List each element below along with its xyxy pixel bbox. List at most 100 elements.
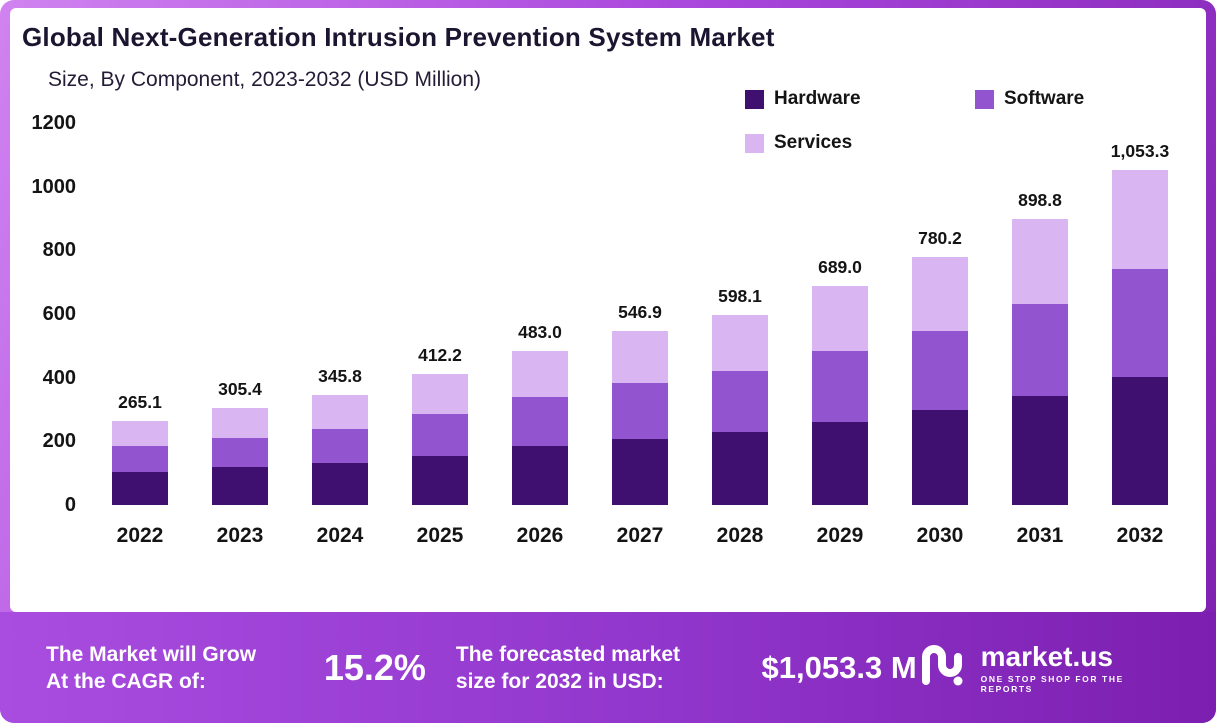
bar-stack [1112,169,1168,505]
bar-segment-software [412,414,468,456]
x-tick-label: 2024 [316,524,364,547]
y-tick-label: 1000 [31,175,77,198]
bar-segment-software [212,437,268,468]
legend-swatch-hardware [745,89,764,109]
x-tick-label: 2029 [816,524,864,547]
bar-column-2026: 483.0 [490,123,590,505]
bar-total-label: 305.4 [218,378,262,399]
legend-swatch-software [975,89,994,109]
x-tick-label: 2031 [1016,524,1064,547]
chart-subtitle: Size, By Component, 2023-2032 (USD Milli… [48,68,482,91]
brand-name: market.us [980,640,1113,672]
bar-stack [512,351,568,505]
x-tick-label: 2027 [616,524,664,547]
bar-segment-hardware [612,439,668,505]
bar-stack [112,420,168,505]
bar-segment-services [412,373,468,415]
bar-column-2022: 265.1 [90,123,190,505]
brand-tagline: ONE STOP SHOP FOR THE REPORTS [980,673,1124,694]
bar-segment-software [1112,268,1168,377]
bar-segment-hardware [212,467,268,505]
bar-stack [212,407,268,505]
forecast-value: $1,053.3 M [761,649,917,685]
legend-item-hardware: Hardware [745,88,975,110]
x-tick-label: 2028 [716,524,764,547]
bar-column-2032: 1,053.3 [1090,123,1190,505]
bar-segment-software [1012,303,1068,396]
bar-segment-services [912,256,968,331]
legend-swatch-services [745,133,764,153]
bar-segment-software [712,371,768,433]
bar-column-2031: 898.8 [990,123,1090,505]
market-us-logo-icon [917,641,969,694]
forecast-label-line2: size for 2032 in USD: [455,669,664,693]
bar-stack [912,256,968,505]
bar-segment-hardware [412,455,468,505]
bar-total-label: 780.2 [918,227,962,248]
bar-segment-software [312,428,368,463]
bar-total-label: 598.1 [718,285,762,306]
bar-segment-hardware [812,421,868,505]
bar-segment-hardware [512,446,568,505]
bar-segment-software [812,350,868,422]
bar-stack [312,394,368,505]
bar-segment-services [1112,169,1168,269]
chart-legend: Hardware Software Services [745,88,1205,154]
cagr-label: The Market will Grow At the CAGR of: [46,641,316,695]
bar-stack [712,314,768,505]
bar-column-2027: 546.9 [590,123,690,505]
x-tick-label: 2026 [516,524,564,547]
legend-item-services: Services [745,132,975,154]
bar-total-label: 345.8 [318,365,362,386]
bar-segment-services [512,351,568,398]
brand-logo-group: market.us ONE STOP SHOP FOR THE REPORTS [917,641,1178,694]
bar-segment-hardware [912,410,968,505]
bar-stack [412,373,468,505]
bar-segment-hardware [312,462,368,505]
bar-column-2029: 689.0 [790,123,890,505]
x-tick-label: 2022 [116,524,164,547]
x-tick-label: 2030 [916,524,964,547]
forecast-label: The forecasted market size for 2032 in U… [456,641,750,695]
bar-segment-services [1012,218,1068,304]
bar-segment-hardware [112,472,168,505]
cagr-label-line1: The Market will Grow [46,642,257,666]
y-tick-label: 1200 [31,112,77,134]
bar-segment-services [812,285,868,351]
bar-segment-services [312,394,368,429]
bar-total-label: 898.8 [1018,189,1062,210]
bar-total-label: 483.0 [518,322,562,343]
bar-column-2028: 598.1 [690,123,790,505]
y-tick-label: 400 [42,366,76,389]
bar-segment-software [512,397,568,447]
bar-segment-services [112,420,168,447]
x-tick-label: 2032 [1116,524,1164,547]
legend-item-software: Software [975,88,1205,110]
brand-text: market.us ONE STOP SHOP FOR THE REPORTS [980,640,1178,694]
y-tick-label: 600 [42,303,76,325]
bar-stack [1012,218,1068,505]
bar-segment-hardware [1012,395,1068,505]
y-tick-label: 0 [64,494,76,516]
bar-total-label: 1,053.3 [1110,140,1170,161]
bar-total-label: 546.9 [618,301,662,322]
legend-label: Services [774,132,853,153]
bar-total-label: 689.0 [818,256,862,277]
bar-column-2023: 305.4 [190,123,290,505]
bar-segment-software [612,383,668,440]
x-axis-labels: 2022 2023 2024 2025 2026 2027 2028 2029 2030 2031… [90,524,1190,548]
legend-label: Software [1004,88,1085,109]
plot-columns: 265.1 305.4 345.8 412.2 483.0 546.9 598.1 689.0… [90,123,1190,505]
bar-segment-services [712,314,768,372]
bar-segment-software [112,446,168,473]
bar-segment-services [212,407,268,438]
cagr-value: 15.2% [323,646,426,688]
chart-panel: Global Next-Generation Intrusion Prevent… [10,8,1206,612]
y-axis-ticks: 0 200 400 600 800 1000 1200 [10,8,77,612]
legend-label: Hardware [774,88,861,109]
bar-column-2030: 780.2 [890,123,990,505]
footer-banner: The Market will Grow At the CAGR of: 15.… [0,612,1216,723]
chart-title: Global Next-Generation Intrusion Prevent… [22,22,775,52]
bar-segment-services [612,330,668,384]
